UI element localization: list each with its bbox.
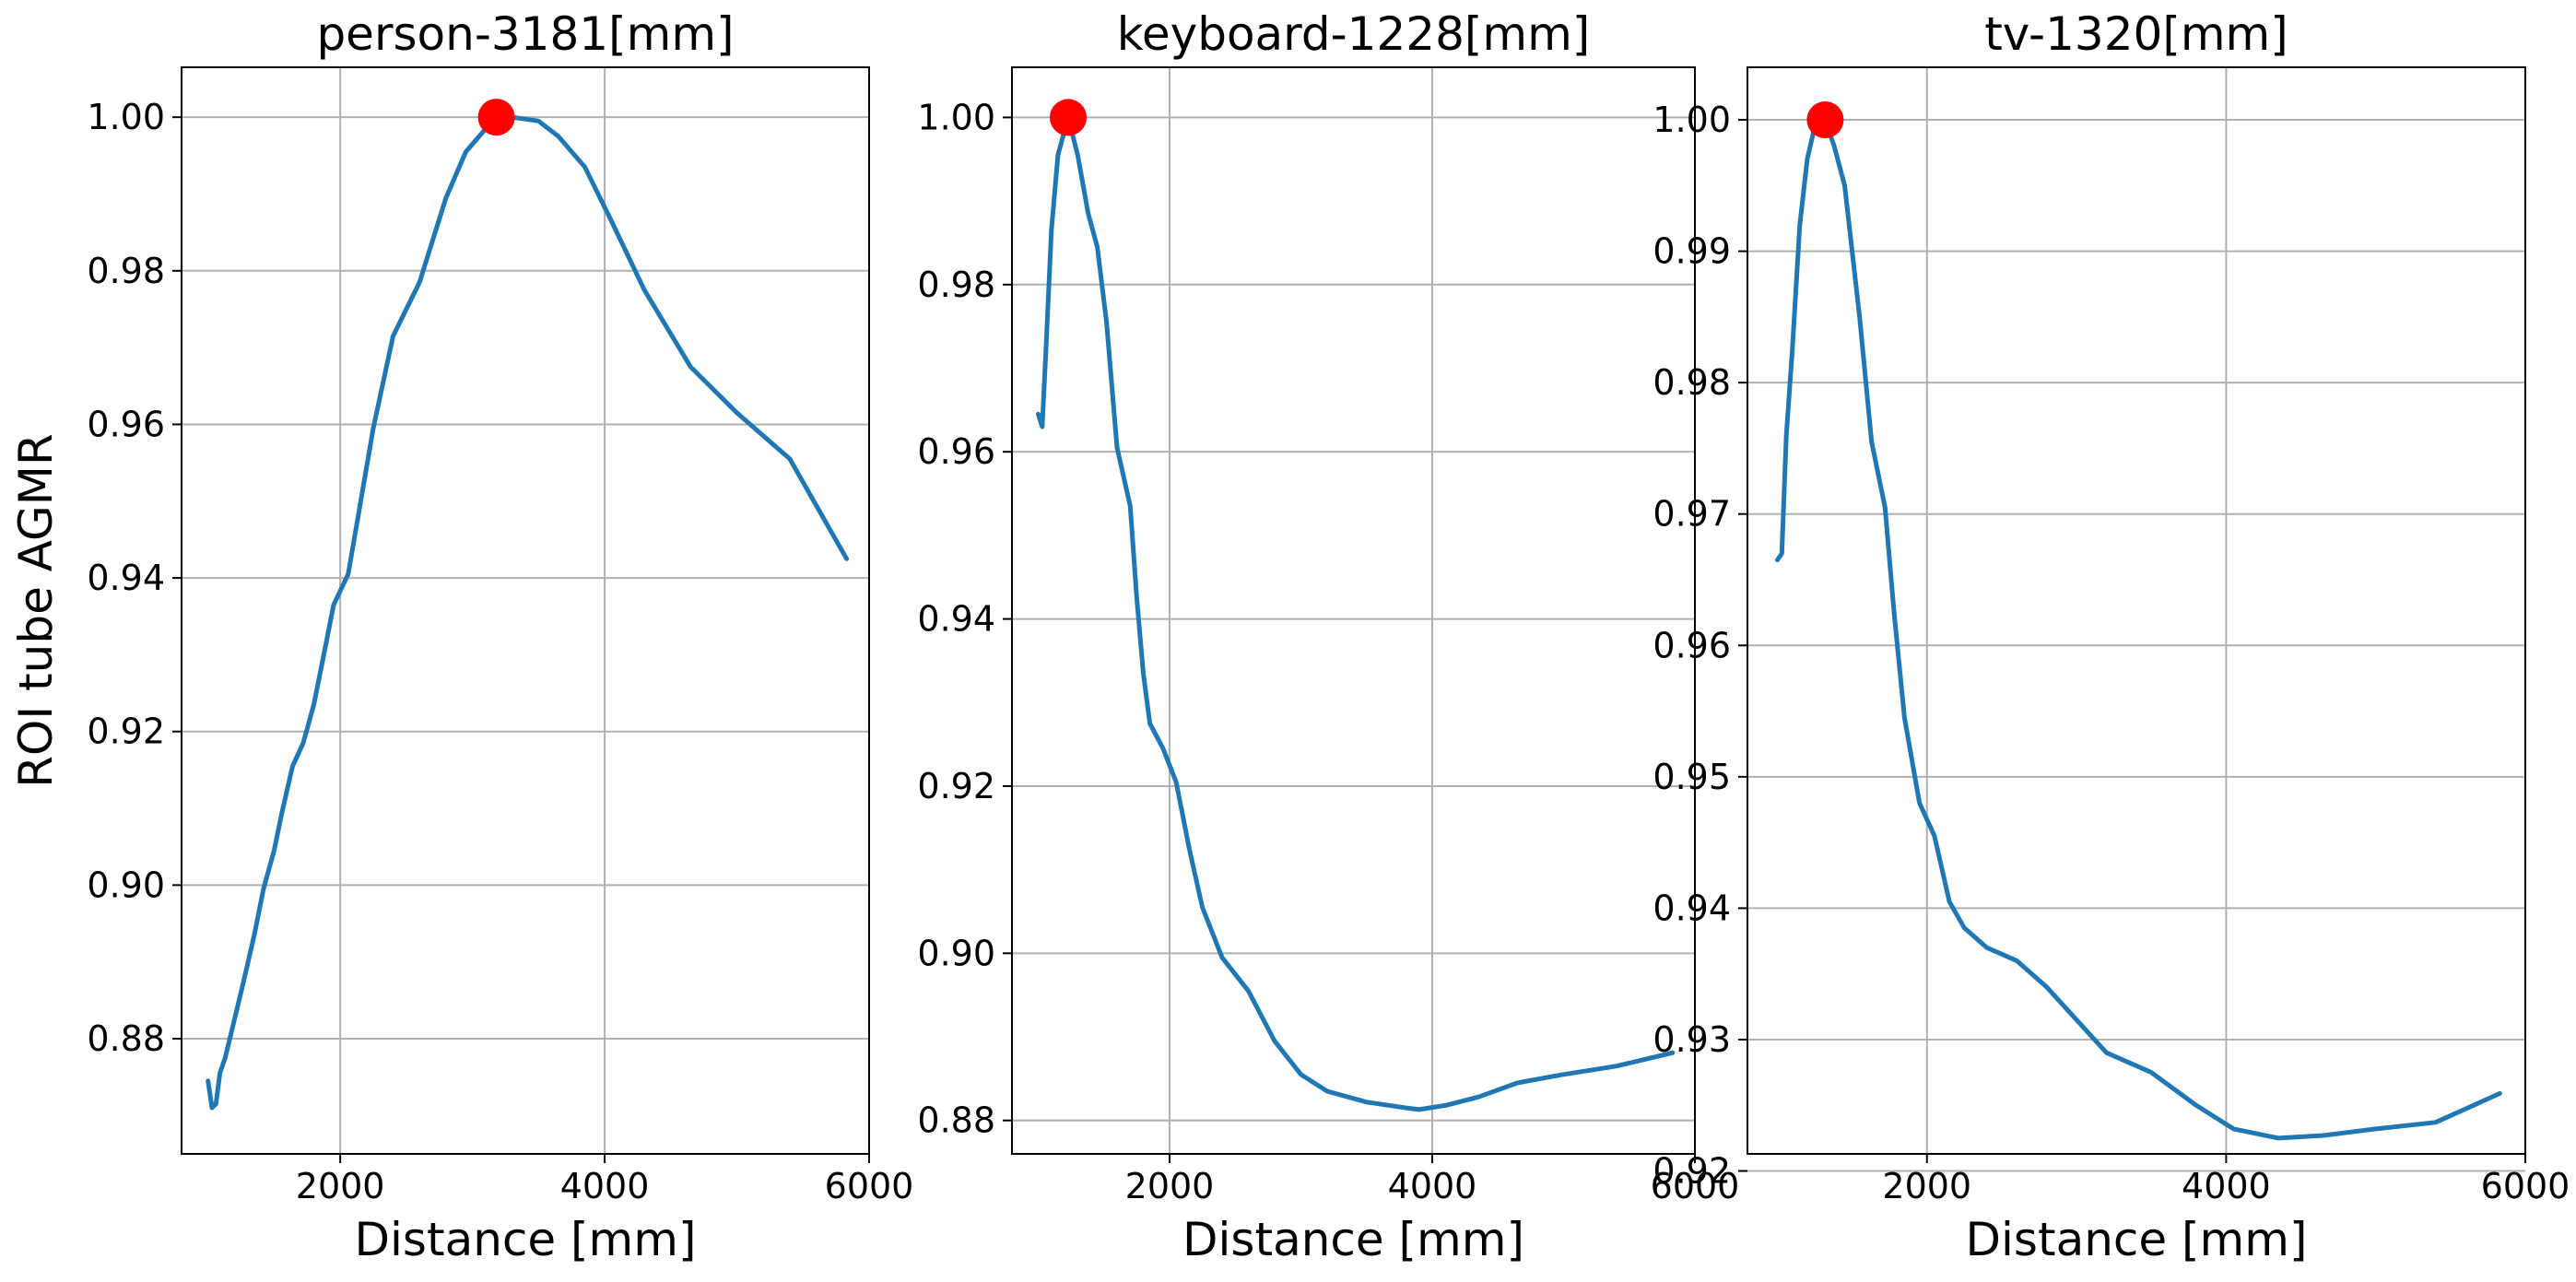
y-tick-label: 0.92 (1653, 1151, 1731, 1192)
y-tick-label: 0.94 (1653, 888, 1731, 928)
y-tick-label: 0.90 (917, 933, 995, 973)
axes-frame (1747, 66, 2526, 1155)
x-axis-label: Distance [mm] (1966, 1213, 2308, 1266)
y-axis-label: ROI tube AGMR (9, 433, 63, 787)
subplot-tv: 2000 4000 60000.920.930.940.950.960.970.98… (1653, 7, 2570, 1266)
y-tick-label: 0.98 (1653, 362, 1731, 403)
y-tick-label: 0.98 (917, 265, 995, 305)
x-axis-label: Distance [mm] (355, 1213, 697, 1266)
y-tick-label: 0.92 (917, 766, 995, 806)
subplot-person: 2000 4000 6000 0.88 0.90 0.92 0.94 0.96 0.98 1.00… (9, 7, 913, 1266)
y-tick-label: 0.98 (87, 251, 165, 291)
x-tick-label: 6000 (2481, 1166, 2570, 1206)
subplot-title: tv-1320[mm] (1984, 7, 2288, 61)
axes-frame (1011, 66, 1696, 1155)
x-tick-label: 4000 (1388, 1166, 1477, 1206)
max-point-marker (477, 99, 515, 136)
x-tick-label: 2000 (1882, 1166, 1971, 1206)
y-tick-label: 0.94 (87, 558, 165, 598)
x-tick-label: 2000 (296, 1166, 385, 1206)
y-tick-label: 0.94 (917, 599, 995, 640)
y-tick-label: 0.96 (1653, 625, 1731, 665)
max-point-marker (1049, 99, 1087, 136)
y-tick-label: 0.93 (1653, 1019, 1731, 1060)
x-tick-label: 4000 (2182, 1166, 2271, 1206)
subplot-keyboard: 2000 4000 6000 0.88 0.90 0.92 0.94 0.96 0.98 1.00… (917, 7, 1739, 1266)
series-line (1036, 114, 1676, 1112)
y-tick-label: 0.88 (87, 1018, 165, 1059)
series-line (206, 114, 850, 1111)
y-tick-label: 1.00 (87, 97, 165, 137)
y-tick-label: 0.96 (87, 404, 165, 444)
max-point-marker (1806, 101, 1844, 139)
y-tick-label: 0.99 (1653, 231, 1731, 272)
series-line (1775, 117, 2502, 1141)
x-tick-label: 6000 (1651, 1166, 1740, 1206)
y-tick-label: 1.00 (917, 97, 995, 137)
x-tick-label: 4000 (560, 1166, 650, 1206)
subplot-title: person-3181[mm] (316, 7, 734, 61)
x-tick-label: 6000 (825, 1166, 914, 1206)
y-tick-label: 0.90 (87, 864, 165, 905)
y-tick-label: 0.88 (917, 1100, 995, 1141)
y-tick-label: 0.95 (1653, 757, 1731, 797)
y-tick-label: 0.96 (917, 431, 995, 472)
axes-frame (181, 66, 870, 1155)
subplot-title: keyboard-1228[mm] (1117, 7, 1591, 61)
y-tick-label: 0.92 (87, 712, 165, 752)
y-tick-label: 1.00 (1653, 100, 1731, 140)
x-tick-label: 2000 (1125, 1166, 1215, 1206)
y-tick-label: 0.97 (1653, 494, 1731, 535)
x-axis-label: Distance [mm] (1182, 1213, 1524, 1266)
